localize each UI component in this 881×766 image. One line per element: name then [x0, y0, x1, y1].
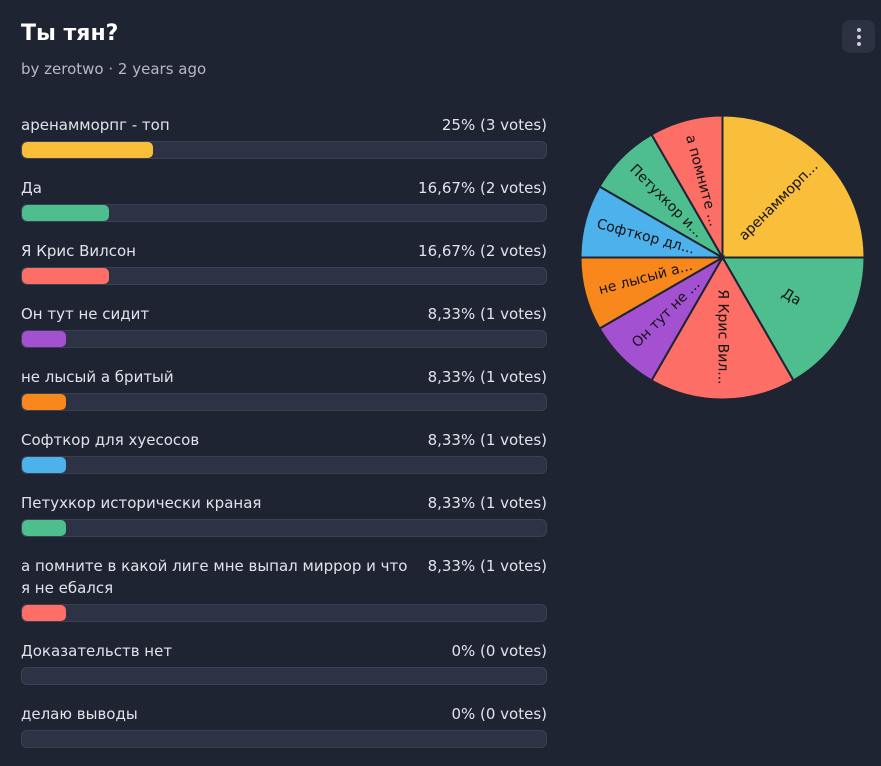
pie-slice-label: Я Крис Вил... [715, 289, 731, 384]
poll-options-list: аренамморпг - топ 25% (3 votes) Да 16,67% (… [21, 114, 547, 766]
poll-option[interactable]: не лысый а бритый 8,33% (1 votes) [21, 366, 547, 411]
poll-option-result: 0% (0 votes) [451, 705, 547, 723]
poll-option-progress-track [21, 456, 547, 474]
poll-option-result: 16,67% (2 votes) [418, 179, 547, 197]
poll-option-progress-fill [22, 457, 66, 473]
poll-option[interactable]: Он тут не сидит 8,33% (1 votes) [21, 303, 547, 348]
poll-title: Ты тян? [21, 21, 119, 46]
poll-option-progress-track [21, 393, 547, 411]
poll-option-result: 8,33% (1 votes) [427, 431, 547, 449]
pie-slice [650, 255, 795, 401]
poll-option-header: Да 16,67% (2 votes) [21, 177, 547, 199]
poll-option-progress-track [21, 330, 547, 348]
poll-option-header: не лысый а бритый 8,33% (1 votes) [21, 366, 547, 388]
poll-option-header: а помните в какой лиге мне выпал миррор … [21, 555, 547, 599]
poll-option-label: Я Крис Вилсон [21, 242, 136, 260]
pie-slice [721, 114, 866, 259]
poll-option-progress-fill [22, 394, 66, 410]
poll-option[interactable]: аренамморпг - топ 25% (3 votes) [21, 114, 547, 159]
poll-option-label: Он тут не сидит [21, 305, 150, 323]
poll-option[interactable]: Софткор для хуесосов 8,33% (1 votes) [21, 429, 547, 474]
poll-option-result: 8,33% (1 votes) [427, 557, 547, 575]
poll-option-label: Софткор для хуесосов [21, 431, 200, 449]
poll-option-header: Доказательств нет 0% (0 votes) [21, 640, 547, 662]
poll-option-progress-track [21, 667, 547, 685]
poll-option-label: Доказательств нет [21, 642, 173, 660]
poll-option-label: Петухкор исторически краная [21, 494, 262, 512]
more-options-button[interactable] [842, 20, 875, 53]
poll-option-header: Софткор для хуесосов 8,33% (1 votes) [21, 429, 547, 451]
poll-option[interactable]: делаю выводы 0% (0 votes) [21, 703, 547, 748]
poll-option-label: не лысый а бритый [21, 368, 174, 386]
kebab-menu-icon [856, 27, 861, 32]
poll-option-progress-fill [22, 142, 153, 158]
poll-option-progress-track [21, 604, 547, 622]
poll-option-result: 16,67% (2 votes) [418, 242, 547, 260]
poll-option-label: Да [21, 179, 42, 197]
poll-option-header: Он тут не сидит 8,33% (1 votes) [21, 303, 547, 325]
poll-option-result: 8,33% (1 votes) [427, 494, 547, 512]
kebab-menu-icon-dot [856, 34, 861, 39]
poll-option-progress-track [21, 141, 547, 159]
poll-option-progress-track [21, 267, 547, 285]
poll-option-result: 8,33% (1 votes) [427, 305, 547, 323]
poll-option-result: 8,33% (1 votes) [427, 368, 547, 386]
poll-option[interactable]: Да 16,67% (2 votes) [21, 177, 547, 222]
poll-option-progress-track [21, 204, 547, 222]
poll-option-header: аренамморпг - топ 25% (3 votes) [21, 114, 547, 136]
kebab-menu-icon-dot [856, 41, 861, 46]
poll-option[interactable]: Петухкор исторически краная 8,33% (1 vote… [21, 492, 547, 537]
poll-option-result: 0% (0 votes) [451, 642, 547, 660]
pie-slice [720, 256, 866, 382]
poll-option-label: делаю выводы [21, 705, 138, 723]
poll-option-label: а помните в какой лиге мне выпал миррор … [21, 557, 408, 597]
poll-option-header: Петухкор исторически краная 8,33% (1 vote… [21, 492, 547, 514]
poll-option-progress-track [21, 730, 547, 748]
poll-option-header: Я Крис Вилсон 16,67% (2 votes) [21, 240, 547, 262]
poll-option[interactable]: Я Крис Вилсон 16,67% (2 votes) [21, 240, 547, 285]
poll-option-progress-fill [22, 268, 110, 284]
poll-option-progress-track [21, 519, 547, 537]
pie-slice [650, 114, 724, 262]
poll-option-label: аренамморпг - топ [21, 116, 170, 134]
results-pie-chart: аренамморп... Да Я Крис Вил... Он тут не ..… [578, 113, 867, 402]
poll-option-progress-fill [22, 520, 66, 536]
poll-option[interactable]: а помните в какой лиге мне выпал миррор … [21, 555, 547, 622]
poll-option-progress-fill [22, 605, 66, 621]
poll-option-result: 25% (3 votes) [441, 116, 547, 134]
poll-option-progress-fill [22, 331, 66, 347]
poll-option-header: делаю выводы 0% (0 votes) [21, 703, 547, 725]
poll-meta: by zerotwo · 2 years ago [21, 60, 207, 78]
pie-chart-svg: аренамморп...ДаЯ Крис Вил...Он тут не ..… [579, 114, 866, 401]
poll-option-progress-fill [22, 205, 110, 221]
poll-option[interactable]: Доказательств нет 0% (0 votes) [21, 640, 547, 685]
